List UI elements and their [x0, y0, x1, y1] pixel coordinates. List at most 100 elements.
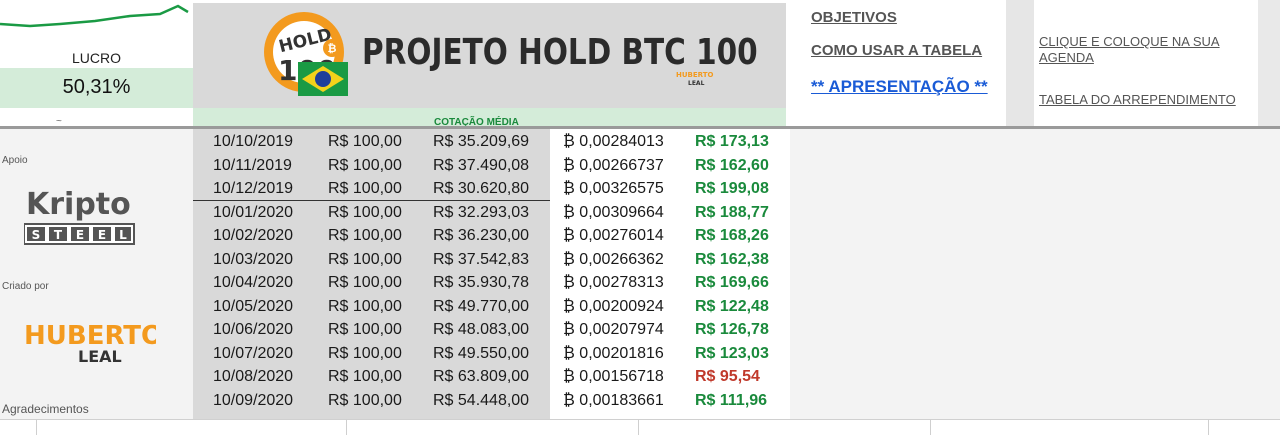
valor-cell[interactable]: R$ 123,03 [695, 344, 769, 362]
valor-cell[interactable]: R$ 162,60 [695, 156, 769, 174]
table-row[interactable]: 10/04/2020 R$ 100,00 R$ 35.930,78 ₿ 0,00278… [193, 272, 793, 296]
btc-cell[interactable]: ₿ 0,00266737 [563, 157, 664, 175]
huberto-leal-logo: HUBERTO LEAL [24, 321, 156, 366]
aporte-cell[interactable]: R$ 100,00 [328, 391, 402, 409]
cotacao-cell[interactable]: R$ 37.542,83 [433, 250, 530, 268]
svg-text:LEAL: LEAL [78, 347, 122, 366]
table-row[interactable]: 10/01/2020 R$ 100,00 R$ 32.293,03 ₿ 0,00309… [193, 202, 793, 226]
valor-cell[interactable]: R$ 169,66 [695, 274, 769, 291]
apresentacao-link[interactable]: ** APRESENTAÇÃO ** [811, 77, 988, 96]
btc-cell[interactable]: ₿ 0,00200924 [563, 298, 664, 316]
cotacao-cell[interactable]: R$ 63.809,00 [433, 368, 530, 385]
btc-cell[interactable]: ₿ 0,00278313 [563, 274, 664, 292]
aporte-cell[interactable]: R$ 100,00 [328, 297, 402, 315]
valor-cell[interactable]: R$ 126,78 [695, 321, 769, 338]
table-row[interactable]: 10/02/2020 R$ 100,00 R$ 36.230,00 ₿ 0,00276… [193, 225, 793, 249]
agenda-panel [1034, 0, 1258, 126]
valor-cell[interactable]: R$ 95,54 [695, 368, 760, 385]
valor-cell[interactable]: R$ 173,13 [695, 133, 769, 150]
agenda-link[interactable]: CLIQUE E COLOQUE NA SUA AGENDA [1039, 34, 1220, 65]
date-cell[interactable]: 10/01/2020 [213, 203, 294, 221]
svg-text:T: T [54, 228, 63, 242]
table-row[interactable]: 10/11/2019 R$ 100,00 R$ 37.490,08 ₿ 0,00266… [193, 155, 793, 179]
table-row[interactable]: 10/10/2019 R$ 100,00 R$ 35.209,69 ₿ 0,00284… [193, 131, 793, 155]
profit-value: 50,31% [62, 76, 131, 98]
right-edge-column [1258, 0, 1280, 126]
aporte-cell[interactable]: R$ 100,00 [328, 156, 402, 174]
cotacao-cell[interactable]: R$ 35.930,78 [433, 274, 530, 291]
btc-cell[interactable]: ₿ 0,00326575 [563, 180, 664, 198]
como-usar-link[interactable]: COMO USAR A TABELA [811, 42, 983, 59]
btc-cell[interactable]: ₿ 0,00284013 [563, 133, 664, 151]
table-row[interactable]: 10/09/2020 R$ 100,00 R$ 54.448,00 ₿ 0,00183… [193, 390, 793, 414]
bitcoin-icon: ₿ [563, 321, 575, 338]
table-row[interactable]: 10/06/2020 R$ 100,00 R$ 48.083,00 ₿ 0,00207… [193, 319, 793, 343]
cotacao-cell[interactable]: R$ 49.550,00 [433, 344, 530, 362]
btc-cell[interactable]: ₿ 0,00207974 [563, 321, 664, 339]
bitcoin-icon: ₿ [563, 250, 575, 268]
agradecimentos-label: Agradecimentos [2, 402, 89, 416]
btc-amount: 0,00207974 [579, 321, 664, 338]
aporte-cell[interactable]: R$ 100,00 [328, 133, 402, 150]
btc-cell[interactable]: ₿ 0,00276014 [563, 227, 664, 245]
column-header-strip [193, 108, 786, 126]
date-cell[interactable]: 10/08/2020 [213, 368, 294, 385]
aporte-cell[interactable]: R$ 100,00 [328, 321, 402, 338]
cotacao-cell[interactable]: R$ 35.209,69 [433, 133, 530, 150]
table-row[interactable]: 10/08/2020 R$ 100,00 R$ 63.809,00 ₿ 0,00156… [193, 366, 793, 390]
valor-cell[interactable]: R$ 122,48 [695, 297, 769, 315]
svg-text:HUBERTO: HUBERTO [676, 71, 714, 79]
date-cell[interactable]: 10/09/2020 [213, 391, 294, 409]
table-row[interactable]: 10/12/2019 R$ 100,00 R$ 30.620,80 ₿ 0,00326… [193, 178, 793, 202]
aporte-cell[interactable]: R$ 100,00 [328, 368, 402, 385]
bitcoin-icon: ₿ [563, 133, 575, 150]
cotacao-cell[interactable]: R$ 36.230,00 [433, 227, 530, 244]
btc-cell[interactable]: ₿ 0,00156718 [563, 368, 664, 386]
aporte-cell[interactable]: R$ 100,00 [328, 203, 402, 221]
cotacao-cell[interactable]: R$ 48.083,00 [433, 321, 530, 338]
aporte-cell[interactable]: R$ 100,00 [328, 180, 402, 197]
bitcoin-icon: ₿ [563, 203, 575, 221]
date-cell[interactable]: 10/06/2020 [213, 321, 294, 338]
aporte-cell[interactable]: R$ 100,00 [328, 227, 402, 244]
table-row[interactable]: 10/03/2020 R$ 100,00 R$ 37.542,83 ₿ 0,00266… [193, 249, 793, 273]
btc-cell[interactable]: ₿ 0,00201816 [563, 345, 664, 363]
frozen-pane-divider[interactable] [0, 126, 1280, 129]
aporte-cell[interactable]: R$ 100,00 [328, 274, 402, 291]
date-cell[interactable]: 10/11/2019 [213, 156, 292, 174]
huberto-leal-mini-logo: HUBERTO LEAL [676, 71, 714, 87]
aporte-cell[interactable]: R$ 100,00 [328, 250, 402, 268]
btc-cell[interactable]: ₿ 0,00309664 [563, 204, 664, 222]
btc-cell[interactable]: ₿ 0,00183661 [563, 392, 664, 410]
arrependimento-link[interactable]: TABELA DO ARREPENDIMENTO [1039, 92, 1236, 107]
valor-cell[interactable]: R$ 188,77 [695, 203, 769, 221]
table-row[interactable]: 10/07/2020 R$ 100,00 R$ 49.550,00 ₿ 0,00201… [193, 343, 793, 367]
bitcoin-icon: ₿ [563, 156, 575, 174]
valor-cell[interactable]: R$ 111,96 [695, 391, 768, 409]
cotacao-cell[interactable]: R$ 37.490,08 [433, 156, 530, 174]
svg-text:₿: ₿ [328, 42, 337, 55]
aporte-cell[interactable]: R$ 100,00 [328, 344, 402, 362]
table-row[interactable]: 10/05/2020 R$ 100,00 R$ 49.770,00 ₿ 0,00200… [193, 296, 793, 320]
valor-cell[interactable]: R$ 199,08 [695, 180, 769, 197]
date-cell[interactable]: 10/03/2020 [213, 250, 294, 268]
btc-cell[interactable]: ₿ 0,00266362 [563, 251, 664, 269]
svg-text:E: E [98, 228, 106, 242]
date-cell[interactable]: 10/12/2019 [213, 180, 294, 197]
page-title: PROJETO HOLD BTC 100 [362, 32, 758, 73]
date-cell[interactable]: 10/05/2020 [213, 297, 294, 315]
valor-cell[interactable]: R$ 168,26 [695, 227, 769, 244]
profit-value-cell[interactable] [0, 68, 193, 108]
valor-cell[interactable]: R$ 162,38 [695, 250, 769, 268]
cotacao-cell[interactable]: R$ 54.448,00 [433, 391, 530, 409]
cotacao-cell[interactable]: R$ 30.620,80 [433, 180, 530, 197]
date-cell[interactable]: 10/04/2020 [213, 274, 294, 291]
profit-sparkline-icon [0, 4, 189, 28]
cotacao-cell[interactable]: R$ 32.293,03 [433, 203, 530, 221]
date-cell[interactable]: 10/07/2020 [213, 344, 294, 362]
date-cell[interactable]: 10/02/2020 [213, 227, 294, 244]
objetivos-link[interactable]: OBJETIVOS [811, 9, 897, 26]
cotacao-cell[interactable]: R$ 49.770,00 [433, 297, 530, 315]
date-cell[interactable]: 10/10/2019 [213, 133, 294, 150]
